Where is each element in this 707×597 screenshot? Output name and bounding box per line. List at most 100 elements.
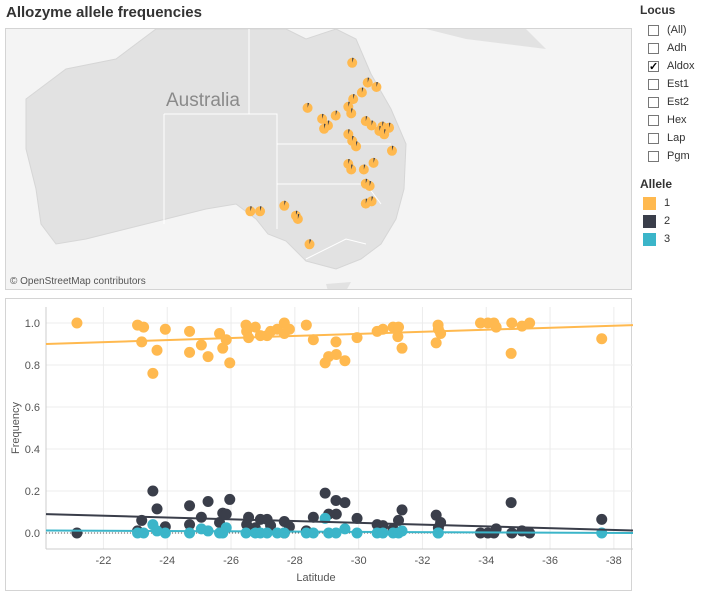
data-point-allele-1[interactable] bbox=[307, 334, 319, 346]
data-point-allele-2[interactable] bbox=[319, 487, 331, 499]
data-point-allele-1[interactable] bbox=[393, 321, 405, 333]
data-point-allele-1[interactable] bbox=[283, 323, 295, 335]
data-point-allele-2[interactable] bbox=[351, 512, 363, 524]
checkbox[interactable] bbox=[648, 78, 659, 90]
map-marker-pie[interactable] bbox=[346, 164, 357, 175]
data-point-allele-2[interactable] bbox=[396, 504, 408, 516]
locus-option[interactable]: Adh bbox=[648, 39, 707, 57]
checkbox[interactable] bbox=[648, 24, 659, 36]
data-point-allele-1[interactable] bbox=[330, 336, 342, 348]
data-point-allele-2[interactable] bbox=[184, 500, 196, 512]
map-marker-pie[interactable] bbox=[304, 239, 315, 250]
data-point-allele-2[interactable] bbox=[330, 508, 342, 520]
trend-line-allele-1[interactable] bbox=[45, 324, 634, 345]
map-marker-pie[interactable] bbox=[379, 129, 390, 140]
data-point-allele-2[interactable] bbox=[435, 517, 447, 529]
data-point-allele-3[interactable] bbox=[330, 527, 342, 539]
checkbox[interactable] bbox=[648, 96, 659, 108]
map-marker-pie[interactable] bbox=[346, 108, 357, 119]
data-point-allele-1[interactable] bbox=[435, 327, 447, 339]
data-point-allele-1[interactable] bbox=[490, 321, 502, 333]
data-point-allele-1[interactable] bbox=[184, 346, 196, 358]
data-point-allele-1[interactable] bbox=[202, 351, 214, 363]
map-marker-pie[interactable] bbox=[371, 81, 382, 92]
data-point-allele-3[interactable] bbox=[307, 527, 319, 539]
map-marker-pie[interactable] bbox=[356, 87, 367, 98]
checkbox[interactable]: ✓ bbox=[648, 60, 659, 73]
data-point-allele-3[interactable] bbox=[261, 527, 273, 539]
data-point-allele-3[interactable] bbox=[159, 527, 171, 539]
checkbox[interactable] bbox=[648, 114, 659, 126]
data-point-allele-2[interactable] bbox=[195, 511, 207, 523]
map-marker-pie[interactable] bbox=[255, 206, 266, 217]
map-marker-pie[interactable] bbox=[366, 120, 377, 131]
map-marker-pie[interactable] bbox=[368, 157, 379, 168]
map-marker-pie[interactable] bbox=[348, 94, 359, 105]
map-marker-pie[interactable] bbox=[245, 206, 256, 217]
map-marker-pie[interactable] bbox=[292, 213, 303, 224]
data-point-allele-1[interactable] bbox=[195, 339, 207, 351]
data-point-allele-1[interactable] bbox=[224, 357, 236, 369]
map-marker-pie[interactable] bbox=[279, 200, 290, 211]
trend-line-allele-3[interactable] bbox=[45, 529, 634, 535]
data-point-allele-2[interactable] bbox=[220, 508, 232, 520]
data-point-allele-2[interactable] bbox=[307, 511, 319, 523]
data-point-allele-2[interactable] bbox=[71, 527, 83, 539]
data-point-allele-3[interactable] bbox=[240, 527, 252, 539]
map-marker-pie[interactable] bbox=[330, 110, 341, 121]
data-point-allele-3[interactable] bbox=[396, 525, 408, 537]
checkbox[interactable] bbox=[648, 42, 659, 54]
data-point-allele-1[interactable] bbox=[505, 347, 517, 359]
data-point-allele-1[interactable] bbox=[217, 342, 229, 354]
data-point-allele-1[interactable] bbox=[159, 323, 171, 335]
data-point-allele-2[interactable] bbox=[505, 497, 517, 509]
data-point-allele-1[interactable] bbox=[330, 348, 342, 360]
data-point-allele-1[interactable] bbox=[596, 333, 608, 345]
data-point-allele-3[interactable] bbox=[278, 527, 290, 539]
data-point-allele-2[interactable] bbox=[224, 493, 236, 505]
data-point-allele-1[interactable] bbox=[138, 321, 150, 333]
checkbox[interactable] bbox=[648, 150, 659, 162]
map-marker-pie[interactable] bbox=[347, 57, 358, 68]
data-point-allele-1[interactable] bbox=[184, 325, 196, 337]
data-point-allele-3[interactable] bbox=[351, 527, 363, 539]
map-marker-pie[interactable] bbox=[358, 164, 369, 175]
data-point-allele-1[interactable] bbox=[506, 317, 518, 329]
data-point-allele-2[interactable] bbox=[151, 503, 163, 515]
locus-option[interactable]: Pgm bbox=[648, 147, 707, 165]
trend-line-allele-2[interactable] bbox=[45, 513, 634, 532]
locus-option[interactable]: Lap bbox=[648, 129, 707, 147]
data-point-allele-1[interactable] bbox=[430, 337, 442, 349]
map-marker-pie[interactable] bbox=[302, 102, 313, 113]
data-point-allele-2[interactable] bbox=[596, 513, 608, 525]
locus-option[interactable]: Est1 bbox=[648, 75, 707, 93]
data-point-allele-3[interactable] bbox=[377, 527, 389, 539]
map-marker-pie[interactable] bbox=[351, 141, 362, 152]
locus-option[interactable]: Est2 bbox=[648, 93, 707, 111]
allele-legend-item[interactable]: 1 bbox=[643, 194, 707, 212]
data-point-allele-1[interactable] bbox=[392, 331, 404, 343]
data-point-allele-1[interactable] bbox=[524, 317, 536, 329]
data-point-allele-1[interactable] bbox=[151, 344, 163, 356]
data-point-allele-1[interactable] bbox=[147, 367, 159, 379]
data-point-allele-3[interactable] bbox=[138, 527, 150, 539]
data-point-allele-2[interactable] bbox=[241, 519, 253, 531]
locus-option[interactable]: Hex bbox=[648, 111, 707, 129]
map-marker-pie[interactable] bbox=[319, 123, 330, 134]
locus-option[interactable]: (All) bbox=[648, 21, 707, 39]
data-point-allele-1[interactable] bbox=[249, 321, 261, 333]
allele-legend-item[interactable]: 2 bbox=[643, 212, 707, 230]
map-marker-pie[interactable] bbox=[386, 145, 397, 156]
data-point-allele-2[interactable] bbox=[184, 519, 196, 531]
data-point-allele-2[interactable] bbox=[147, 485, 159, 497]
map-marker-pie[interactable] bbox=[360, 198, 371, 209]
map-canvas[interactable]: Australia bbox=[6, 29, 632, 290]
data-point-allele-1[interactable] bbox=[377, 323, 389, 335]
data-point-allele-3[interactable] bbox=[184, 527, 196, 539]
allele-legend-item[interactable]: 3 bbox=[643, 230, 707, 248]
checkbox[interactable] bbox=[648, 132, 659, 144]
data-point-allele-2[interactable] bbox=[202, 496, 214, 508]
data-point-allele-2[interactable] bbox=[339, 497, 351, 509]
data-point-allele-2[interactable] bbox=[330, 494, 342, 506]
data-point-allele-1[interactable] bbox=[339, 355, 351, 367]
